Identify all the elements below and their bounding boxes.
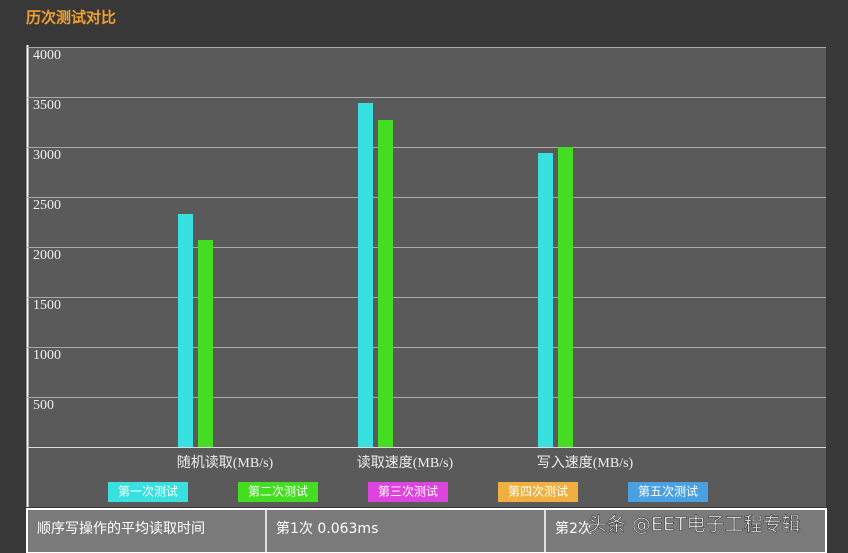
legend-label: 第四次测试 (508, 484, 568, 499)
y-tick-label: 3000 (33, 148, 61, 163)
x-tick-label: 写入速度(MB/s) (537, 455, 634, 471)
plot-panel (27, 47, 826, 507)
y-tick-label: 2500 (33, 198, 61, 213)
bar (558, 147, 573, 447)
bar (538, 153, 553, 447)
legend-swatch (108, 482, 188, 502)
x-tick-label: 读取速度(MB/s) (357, 454, 454, 471)
legend-swatch (498, 482, 578, 502)
legend-label: 第二次测试 (248, 484, 308, 499)
table: 顺序写操作的平均读取时间 第1次 0.063ms 第2次 (26, 508, 827, 553)
y-tick-label: 500 (33, 398, 54, 413)
chart-title: 历次测试对比 (26, 9, 116, 27)
table-cell: 第1次 0.063ms (276, 520, 378, 537)
legend-swatch (238, 482, 318, 502)
bar (178, 214, 193, 447)
y-tick-label: 1500 (33, 298, 61, 313)
bar (378, 120, 393, 447)
legend-label: 第五次测试 (638, 484, 698, 499)
y-tick-label: 4000 (33, 48, 61, 63)
legend-swatch (368, 482, 448, 502)
legend-label: 第一次测试 (118, 484, 178, 499)
legend-label: 第三次测试 (378, 484, 438, 499)
y-tick-label: 2000 (33, 248, 61, 263)
bar (358, 103, 373, 447)
legend-swatch (628, 482, 708, 502)
y-tick-label: 3500 (33, 98, 61, 113)
table-row (26, 508, 827, 553)
table-cell: 第2次 (555, 520, 592, 537)
y-tick-label: 1000 (33, 348, 61, 363)
x-tick-label: 随机读取(MB/s) (177, 454, 274, 471)
bar (198, 240, 213, 447)
watermark: 头条 @EET电子工程专辑 (588, 514, 801, 536)
table-cell: 顺序写操作的平均读取时间 (37, 520, 205, 537)
